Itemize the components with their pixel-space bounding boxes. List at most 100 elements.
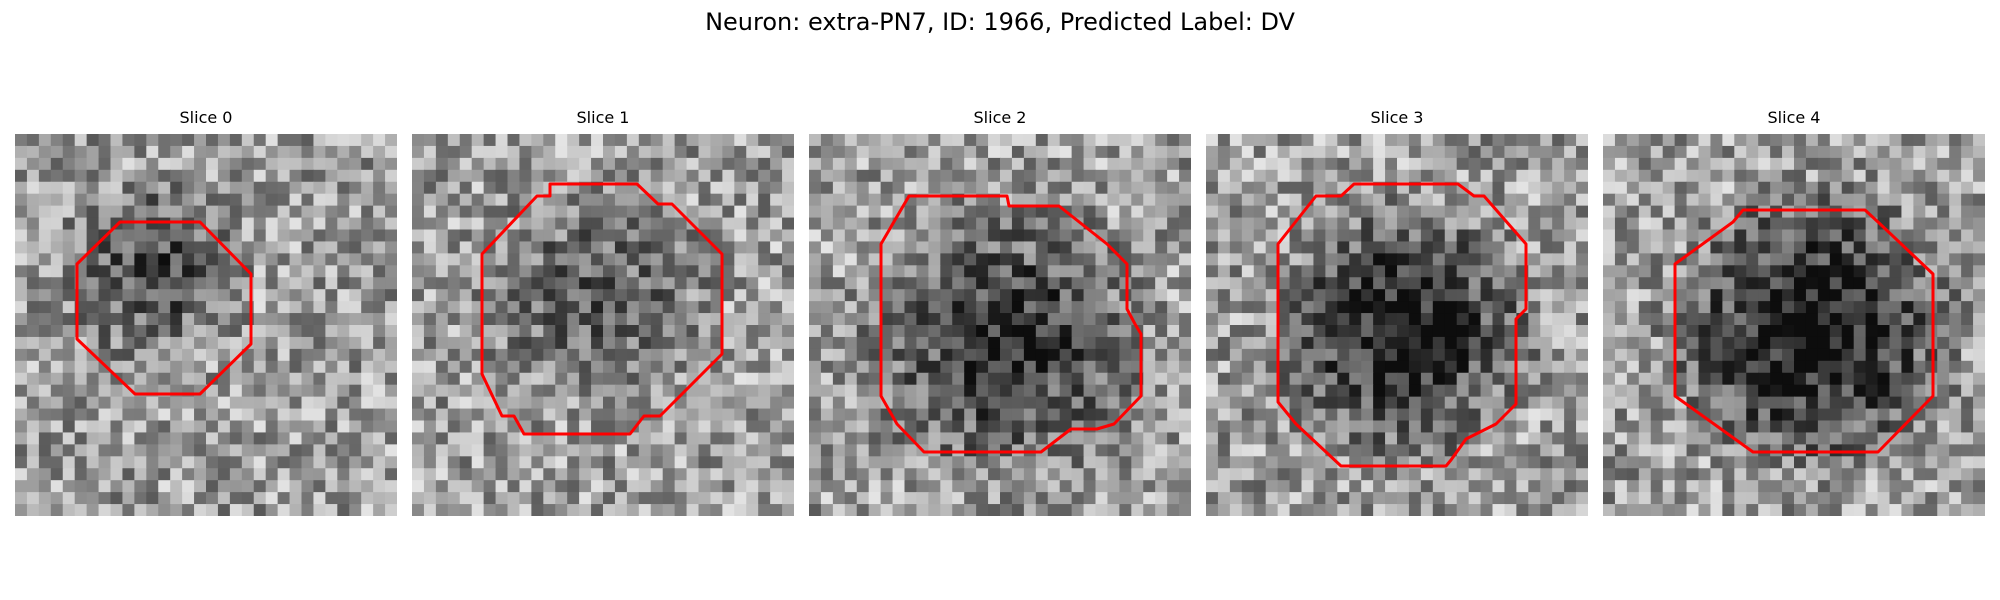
pixel: [38, 325, 52, 338]
pixel: [1662, 313, 1676, 326]
pixel: [1047, 169, 1061, 183]
pixel: [1155, 134, 1168, 147]
pixel: [1865, 145, 1879, 159]
pixel: [519, 348, 532, 362]
pixel: [976, 229, 989, 243]
pixel: [1337, 217, 1350, 231]
pixel: [1095, 134, 1109, 147]
pixel: [567, 265, 580, 278]
pixel: [50, 145, 64, 159]
pixel: [86, 372, 100, 386]
pixel: [1206, 480, 1219, 493]
pixel: [892, 277, 906, 290]
pixel: [459, 396, 473, 410]
pixel: [674, 456, 688, 469]
pixel: [1167, 384, 1180, 398]
pixel: [373, 468, 386, 481]
pixel: [1385, 444, 1398, 457]
pixel: [265, 468, 279, 481]
pixel: [1937, 360, 1950, 374]
pixel: [1397, 265, 1410, 278]
pixel: [1603, 134, 1616, 147]
pixel: [579, 217, 592, 231]
pixel: [531, 253, 544, 266]
pixel: [988, 492, 1001, 505]
pixel: [976, 336, 989, 350]
pixel: [964, 181, 977, 195]
pixel: [325, 504, 338, 516]
pixel: [1155, 193, 1168, 207]
pixel: [1961, 408, 1974, 422]
pixel: [758, 492, 771, 505]
pixel: [1000, 205, 1013, 219]
pixel: [1131, 504, 1144, 516]
pixel: [1373, 444, 1386, 457]
pixel: [217, 181, 231, 195]
pixel: [1877, 145, 1891, 159]
pixel: [531, 169, 544, 183]
pixel: [543, 372, 556, 386]
pixel: [820, 289, 834, 302]
pixel: [758, 456, 771, 469]
pixel: [1949, 253, 1962, 266]
pixel: [579, 134, 592, 147]
pixel: [916, 301, 929, 314]
pixel: [1853, 372, 1867, 386]
pixel: [734, 193, 747, 207]
pixel: [1528, 241, 1541, 254]
pixel: [1432, 444, 1446, 457]
pixel: [904, 205, 918, 219]
pixel: [686, 420, 700, 434]
pixel: [507, 313, 521, 326]
pixel: [459, 229, 473, 243]
pixel: [1373, 336, 1386, 350]
pixel-grid: [15, 134, 397, 516]
pixel: [1480, 456, 1494, 469]
pixel: [447, 348, 461, 362]
pixel: [662, 396, 676, 410]
pixel: [722, 444, 735, 457]
pixel: [1782, 157, 1795, 171]
pixel: [1349, 432, 1362, 445]
pixel: [1095, 492, 1109, 505]
pixel: [507, 241, 521, 254]
pixel: [698, 456, 712, 469]
pixel: [158, 169, 171, 183]
pixel: [134, 336, 147, 350]
pixel: [435, 468, 449, 481]
pixel: [110, 325, 124, 338]
pixel: [423, 157, 437, 171]
pixel: [98, 181, 112, 195]
pixel: [289, 504, 303, 516]
pixel: [206, 205, 219, 219]
pixel: [146, 205, 159, 219]
pixel: [412, 313, 425, 326]
pixel: [1349, 169, 1362, 183]
pixel: [301, 157, 315, 171]
pixel: [15, 348, 28, 362]
pixel: [194, 313, 207, 326]
pixel: [38, 396, 52, 410]
pixel: [1023, 360, 1037, 374]
pixel: [940, 396, 953, 410]
pixel: [1662, 277, 1676, 290]
pixel: [74, 384, 88, 398]
pixel: [1253, 444, 1267, 457]
pixel: [1564, 480, 1577, 493]
pixel: [686, 301, 700, 314]
pixel: [361, 325, 374, 338]
pixel: [1107, 265, 1120, 278]
pixel: [337, 360, 350, 374]
pixel: [1468, 504, 1482, 516]
pixel: [435, 384, 449, 398]
pixel: [1289, 456, 1303, 469]
pixel: [1107, 444, 1120, 457]
pixel: [423, 336, 437, 350]
pixel: [892, 193, 906, 207]
pixel: [976, 360, 989, 374]
pixel: [146, 134, 159, 147]
pixel: [1782, 217, 1795, 231]
pixel: [313, 241, 326, 254]
pixel: [856, 313, 870, 326]
pixel: [1516, 384, 1529, 398]
